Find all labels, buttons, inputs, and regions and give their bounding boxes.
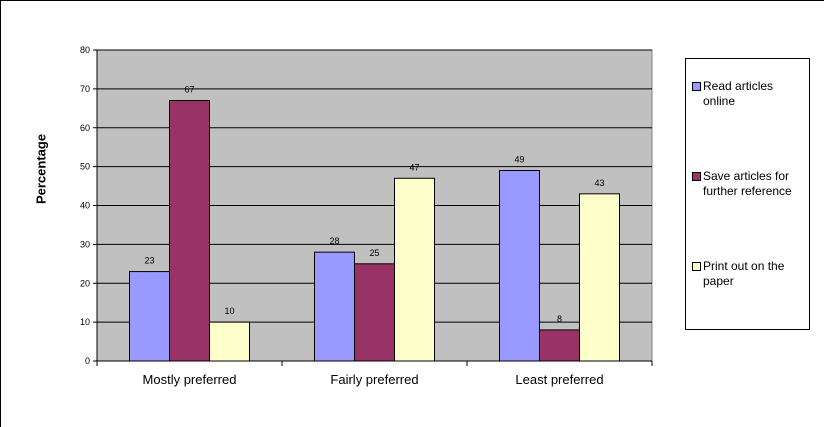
data-label-2-2: 25: [369, 248, 379, 258]
legend: Read articles online Save articles for f…: [685, 58, 810, 330]
x-category-label-2: Fairly preferred: [330, 372, 418, 387]
y-tick-label-40: 40: [80, 201, 90, 211]
bar-2-1: [169, 100, 210, 362]
legend-item-print-out: Print out on the paper: [692, 259, 807, 289]
legend-label-save-articles: Save articles for further reference: [703, 169, 792, 198]
legend-label-read-online: Read articles online: [703, 79, 774, 108]
bar-1-1: [129, 271, 170, 362]
y-axis-title: Percentage: [33, 133, 49, 205]
legend-swatch-save-articles: [692, 172, 701, 181]
bar-2-2: [354, 263, 395, 362]
x-category-label-3: Least preferred: [515, 372, 603, 387]
bar-3-2: [394, 177, 435, 362]
data-label-3-2: 47: [409, 162, 419, 172]
bar-3-1: [209, 321, 250, 362]
legend-item-save-articles: Save articles for further reference: [692, 169, 807, 199]
bar-1-2: [314, 251, 355, 362]
y-tick-label-10: 10: [80, 317, 90, 327]
x-category-label-1: Mostly preferred: [143, 372, 237, 387]
legend-swatch-read-online: [692, 82, 701, 91]
data-label-2-3: 8: [557, 314, 562, 324]
data-label-1-1: 23: [144, 256, 154, 266]
bar-1-3: [499, 170, 540, 362]
y-tick-label-70: 70: [80, 84, 90, 94]
data-label-1-2: 28: [329, 236, 339, 246]
y-tick-label-0: 0: [85, 356, 90, 366]
data-label-2-1: 67: [184, 85, 194, 95]
data-label-3-1: 10: [224, 306, 234, 316]
legend-item-read-online: Read articles online: [692, 79, 807, 109]
y-tick-label-30: 30: [80, 239, 90, 249]
y-tick-label-20: 20: [80, 278, 90, 288]
bar-3-3: [579, 193, 620, 362]
data-label-1-3: 49: [514, 155, 524, 165]
data-label-3-3: 43: [594, 178, 604, 188]
y-tick-label-80: 80: [80, 45, 90, 55]
legend-label-print-out: Print out on the paper: [703, 259, 785, 288]
bar-2-3: [539, 329, 580, 362]
y-tick-label-60: 60: [80, 123, 90, 133]
legend-swatch-print-out: [692, 262, 701, 271]
y-tick-label-50: 50: [80, 162, 90, 172]
